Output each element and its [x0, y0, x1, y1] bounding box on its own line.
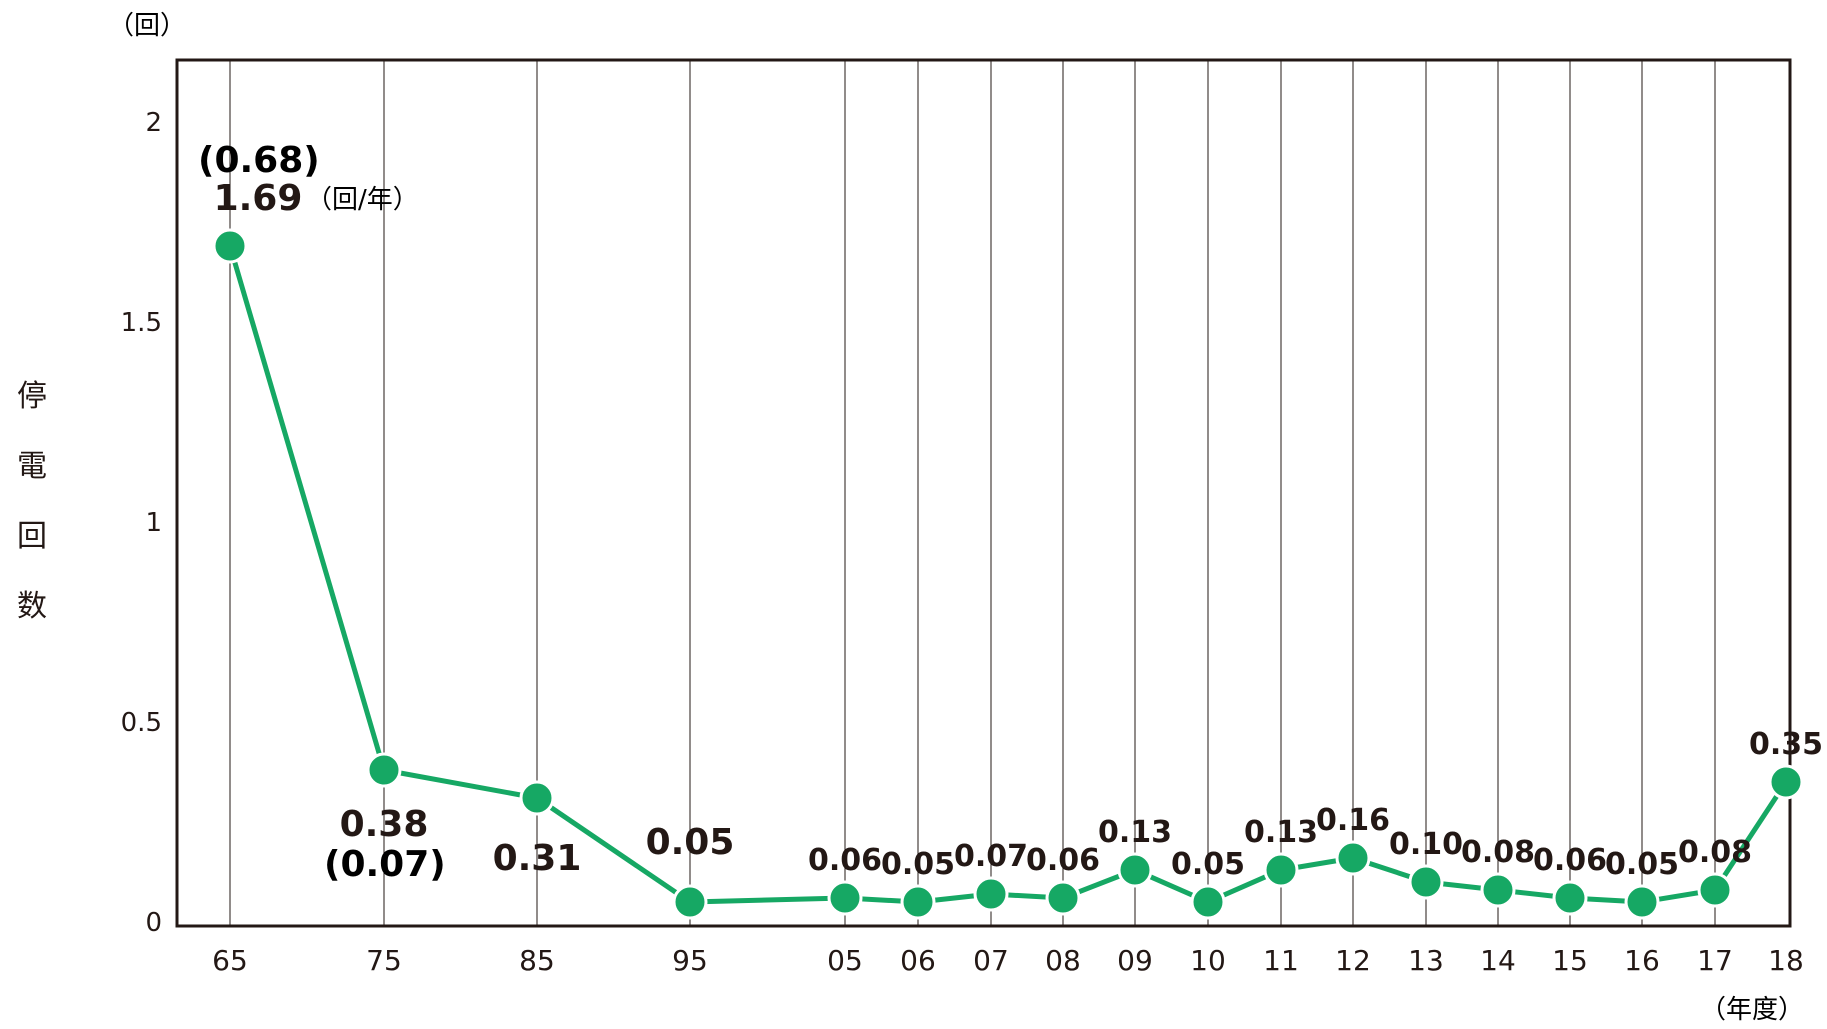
data-point	[1190, 884, 1226, 920]
x-tick-label: 05	[827, 944, 863, 977]
data-point	[366, 752, 402, 788]
x-tick-label: 10	[1190, 944, 1226, 977]
data-point	[519, 780, 555, 816]
data-point	[1697, 872, 1733, 908]
data-label: 0.06	[1026, 843, 1100, 878]
data-label: 0.08	[1461, 835, 1535, 870]
data-label: 0.05	[881, 847, 955, 882]
x-tick-label: 13	[1408, 944, 1444, 977]
y-axis-label-char: 停	[17, 379, 47, 414]
grid-lines	[229, 60, 1716, 926]
y-axis: 0 0.5 1 1.5 2	[121, 108, 162, 938]
x-tick-label: 08	[1045, 944, 1081, 977]
data-label: 0.31	[493, 838, 582, 879]
data-point	[1117, 852, 1153, 888]
data-label: 0.10	[1389, 827, 1463, 862]
data-label: 0.05	[1171, 847, 1245, 882]
data-label: 0.13	[1244, 815, 1318, 850]
x-tick-label: 16	[1624, 944, 1660, 977]
data-point	[1045, 880, 1081, 916]
annotation-second-paren: (0.07)	[324, 844, 446, 885]
data-point	[212, 228, 248, 264]
data-points	[212, 228, 1804, 920]
x-tick-label: 15	[1552, 944, 1588, 977]
data-label: 0.08	[1678, 835, 1752, 870]
y-axis-label-char: 数	[17, 589, 47, 624]
data-point	[827, 880, 863, 916]
y-axis-label: 停 電 回 数	[12, 362, 52, 642]
x-tick-label: 06	[900, 944, 936, 977]
data-label: 0.05	[646, 822, 735, 863]
data-label: 0.35	[1749, 727, 1823, 762]
x-axis: 65 75 85 95 05 06 07 08 09 10 11 12 13 14 15 16 17 18	[212, 944, 1804, 977]
y-unit-label: （回）	[108, 11, 186, 41]
x-tick-label: 09	[1117, 944, 1153, 977]
data-label: 1.69	[214, 178, 303, 219]
annotation-first-unit: （回/年）	[306, 185, 419, 215]
data-point	[1408, 864, 1444, 900]
x-tick-label: 18	[1768, 944, 1804, 977]
data-label: 0.38	[340, 804, 429, 845]
x-tick-label: 75	[366, 944, 402, 977]
y-tick-label: 1.5	[121, 308, 162, 338]
y-tick-label: 0.5	[121, 708, 162, 738]
data-point	[973, 876, 1009, 912]
data-label: 0.06	[1533, 843, 1607, 878]
data-point	[1552, 880, 1588, 916]
data-point	[1624, 884, 1660, 920]
data-point	[1263, 852, 1299, 888]
data-label: 0.06	[808, 843, 882, 878]
y-tick-label: 2	[145, 108, 162, 138]
y-axis-label-char: 回	[17, 519, 47, 554]
y-axis-label-char: 電	[17, 449, 47, 484]
y-tick-label: 1	[145, 508, 162, 538]
data-point	[900, 884, 936, 920]
x-tick-label: 17	[1697, 944, 1733, 977]
data-label: 0.05	[1605, 847, 1679, 882]
x-unit-label: （年度）	[1700, 995, 1804, 1025]
data-point	[1335, 840, 1371, 876]
x-tick-label: 07	[973, 944, 1009, 977]
data-labels: 1.690.380.31 0.05 0.060.050.070.060.130.05…	[214, 178, 1823, 882]
annotation-first-paren: (0.68)	[198, 140, 320, 181]
y-tick-label: 0	[145, 908, 162, 938]
x-tick-label: 11	[1263, 944, 1299, 977]
plot-frame	[175, 58, 1792, 928]
data-label: 0.13	[1098, 815, 1172, 850]
data-label: 0.16	[1316, 803, 1390, 838]
x-tick-label: 85	[519, 944, 555, 977]
data-point	[672, 884, 708, 920]
x-tick-label: 65	[212, 944, 248, 977]
data-label: 0.07	[954, 839, 1028, 874]
data-point	[1480, 872, 1516, 908]
x-tick-label: 12	[1335, 944, 1371, 977]
x-tick-label: 14	[1480, 944, 1516, 977]
data-point	[1768, 764, 1804, 800]
series-line	[227, 245, 1789, 905]
x-tick-label: 95	[672, 944, 708, 977]
